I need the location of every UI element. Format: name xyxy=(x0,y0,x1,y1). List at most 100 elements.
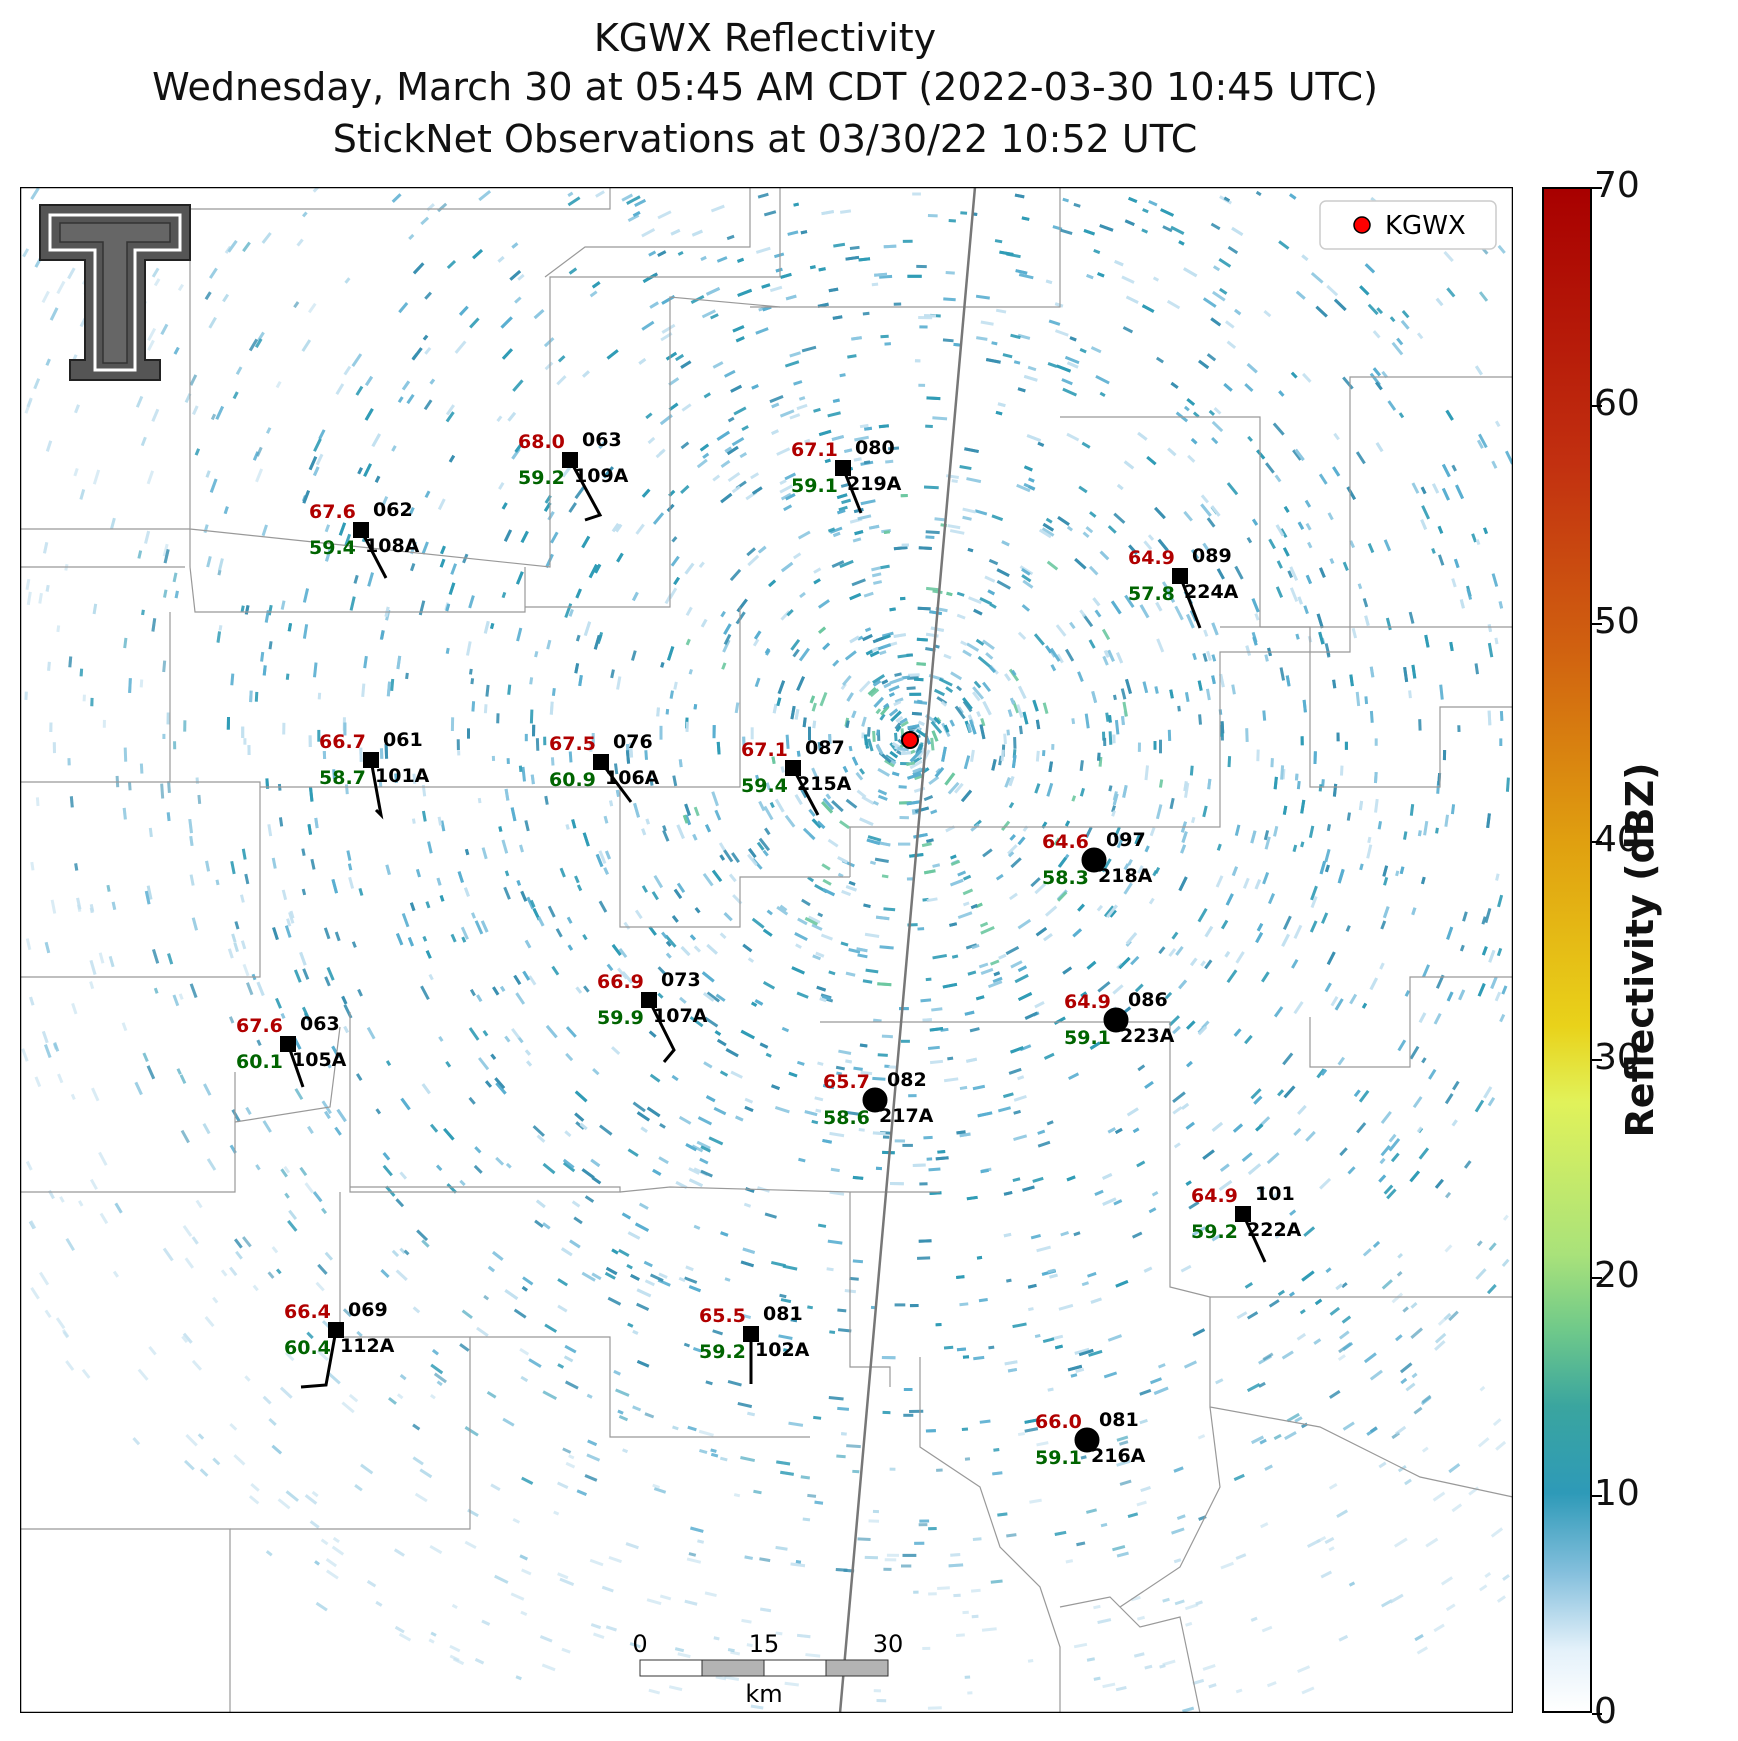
station-id: 112A xyxy=(340,1335,395,1357)
station-temperature: 66.9 xyxy=(597,971,644,993)
station-marker xyxy=(328,1322,344,1338)
station-106A: 67.5 076 60.9 106A xyxy=(549,731,660,803)
station-dewpoint: 59.1 xyxy=(791,475,838,497)
station-temperature: 66.4 xyxy=(284,1301,331,1323)
calm-wind-marker xyxy=(1103,1007,1129,1033)
station-temperature: 67.5 xyxy=(549,733,596,755)
colorbar-tick-40: 40 xyxy=(1594,819,1640,860)
station-107A: 66.9 073 59.9 107A xyxy=(597,969,708,1063)
station-id: 107A xyxy=(653,1005,708,1027)
station-marker xyxy=(363,752,379,768)
station-marker xyxy=(835,460,851,476)
station-id: 108A xyxy=(365,535,420,557)
station-wind-direction: 080 xyxy=(855,437,895,459)
colorbar-tickmark xyxy=(1592,187,1602,189)
station-id: 215A xyxy=(797,773,852,795)
station-wind-direction: 063 xyxy=(300,1013,340,1035)
colorbar-tickmark xyxy=(1592,1495,1602,1497)
station-marker xyxy=(785,760,801,776)
station-wind-direction: 086 xyxy=(1128,989,1168,1011)
station-wind-direction: 081 xyxy=(763,1303,803,1325)
texas-tech-logo xyxy=(39,204,191,381)
station-wind-direction: 062 xyxy=(373,499,413,521)
station-wind-direction: 089 xyxy=(1192,545,1232,567)
station-105A: 67.6 063 60.1 105A xyxy=(236,1013,347,1088)
radar-map: 0 15 30 km 68.0 063 59.2 109A 67.1 080 59.1 219… xyxy=(20,187,1513,1713)
station-id: 224A xyxy=(1184,581,1239,603)
station-109A: 68.0 063 59.2 109A xyxy=(518,429,629,522)
station-marker xyxy=(280,1036,296,1052)
colorbar-tick-60: 60 xyxy=(1594,383,1640,424)
station-224A: 64.9 089 57.8 224A xyxy=(1128,545,1239,629)
station-temperature: 65.5 xyxy=(699,1305,746,1327)
station-wind-direction: 061 xyxy=(383,729,423,751)
colorbar-tick-70: 70 xyxy=(1594,165,1640,206)
station-id: 217A xyxy=(879,1105,934,1127)
colorbar-tickmark xyxy=(1592,841,1602,843)
wind-barb xyxy=(369,759,384,820)
station-219A: 67.1 080 59.1 219A xyxy=(791,437,902,514)
station-id: 109A xyxy=(574,465,629,487)
calm-wind-marker xyxy=(1074,1427,1100,1453)
station-marker xyxy=(1235,1206,1251,1222)
station-dewpoint: 59.1 xyxy=(1035,1447,1082,1469)
station-temperature: 66.0 xyxy=(1035,1411,1082,1433)
station-wind-direction: 081 xyxy=(1099,1409,1139,1431)
station-temperature: 67.1 xyxy=(791,439,838,461)
title-datetime: Wednesday, March 30 at 05:45 AM CDT (202… xyxy=(152,65,1378,109)
station-wind-direction: 087 xyxy=(805,737,845,759)
scale-bar: 0 15 30 km xyxy=(632,1630,903,1708)
calm-wind-marker xyxy=(862,1087,888,1113)
station-dewpoint: 60.9 xyxy=(549,769,596,791)
wind-barb xyxy=(300,1329,338,1389)
legend-radar-marker xyxy=(1353,216,1371,234)
scale-label-15: 15 xyxy=(749,1630,780,1658)
scale-label-30: 30 xyxy=(873,1630,904,1658)
station-id: 102A xyxy=(755,1339,810,1361)
station-marker xyxy=(1172,568,1188,584)
station-dewpoint: 57.8 xyxy=(1128,583,1175,605)
station-wind-direction: 101 xyxy=(1255,1183,1295,1205)
station-dewpoint: 59.2 xyxy=(1191,1221,1238,1243)
station-marker xyxy=(593,754,609,770)
station-wind-direction: 082 xyxy=(887,1069,927,1091)
station-102A: 65.5 081 59.2 102A xyxy=(699,1303,810,1384)
station-temperature: 67.1 xyxy=(741,739,788,761)
station-wind-direction: 069 xyxy=(348,1299,388,1321)
station-temperature: 64.9 xyxy=(1191,1185,1238,1207)
station-215A: 67.1 087 59.4 215A xyxy=(741,737,852,816)
legend-label: KGWX xyxy=(1385,211,1466,241)
station-id: 105A xyxy=(292,1049,347,1071)
station-temperature: 64.9 xyxy=(1064,991,1111,1013)
title-sticknet: StickNet Observations at 03/30/22 10:52 … xyxy=(332,117,1198,161)
wind-barb xyxy=(568,459,603,522)
station-222A: 64.9 101 59.2 222A xyxy=(1191,1183,1302,1263)
station-108A: 67.6 062 59.4 108A xyxy=(309,499,420,579)
station-dewpoint: 58.6 xyxy=(823,1107,870,1129)
station-dewpoint: 59.4 xyxy=(741,775,788,797)
station-marker xyxy=(743,1326,759,1342)
colorbar-label: Reflectivity (dBZ) xyxy=(1618,762,1662,1138)
calm-wind-marker xyxy=(1081,847,1107,873)
station-dewpoint: 60.1 xyxy=(236,1051,283,1073)
station-marker xyxy=(562,452,578,468)
colorbar-tick-30: 30 xyxy=(1594,1037,1640,1078)
station-id: 222A xyxy=(1247,1219,1302,1241)
legend-box: KGWX xyxy=(1319,200,1497,250)
station-223A: 64.9 086 59.1 223A xyxy=(1064,989,1175,1049)
state-boundary xyxy=(838,187,977,1713)
station-wind-direction: 073 xyxy=(661,969,701,991)
station-temperature: 65.7 xyxy=(823,1071,870,1093)
station-dewpoint: 58.7 xyxy=(319,767,366,789)
station-marker xyxy=(641,992,657,1008)
colorbar-tick-20: 20 xyxy=(1594,1255,1640,1296)
colorbar-tick-0: 0 xyxy=(1594,1691,1617,1732)
station-id: 216A xyxy=(1091,1445,1146,1467)
station-temperature: 67.6 xyxy=(236,1015,283,1037)
station-dewpoint: 60.4 xyxy=(284,1337,331,1359)
station-101A: 66.7 061 58.7 101A xyxy=(319,729,430,820)
station-marker xyxy=(353,522,369,538)
wind-barb xyxy=(647,999,676,1063)
colorbar-tickmark xyxy=(1592,623,1602,625)
station-dewpoint: 58.3 xyxy=(1042,867,1089,889)
